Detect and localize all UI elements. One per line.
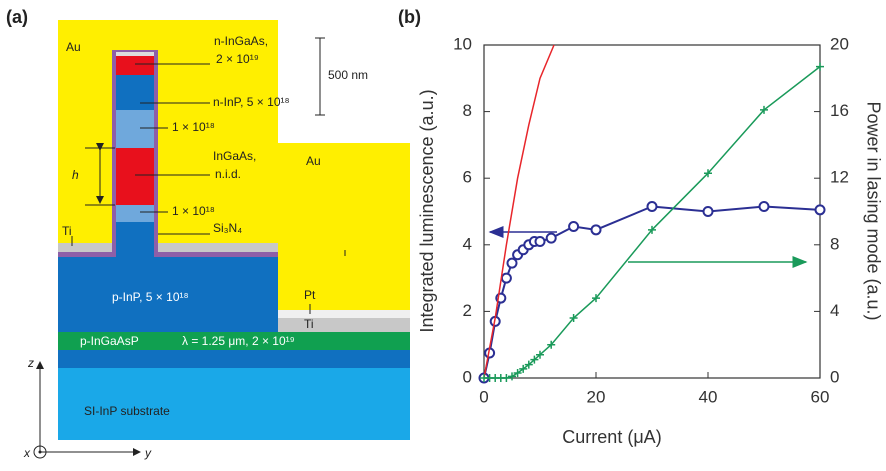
y-tick-label: 8	[463, 101, 472, 120]
label: Ti	[62, 224, 72, 238]
x-tick-label: 20	[587, 387, 606, 406]
marker	[704, 169, 712, 178]
label: y	[144, 446, 152, 460]
label: n-InP, 5 × 10¹⁸	[213, 95, 290, 109]
device-diagram: Au Au n-InGaAs, 2 × 10¹⁹ n-InP, 5 × 10¹⁸…	[23, 20, 410, 460]
marker	[590, 224, 602, 236]
y2-axis-label: Power in lasing mode (a.u.)	[863, 101, 883, 320]
y2-tick-label: 12	[830, 168, 849, 187]
y-tick-label: 0	[463, 367, 472, 386]
doped-layer	[116, 110, 154, 148]
marker	[702, 206, 714, 217]
label: 1 × 10¹⁸	[172, 120, 215, 134]
label: p-InGaAsP	[80, 334, 139, 348]
y2-tick-label: 0	[830, 367, 839, 386]
marker	[760, 105, 768, 114]
label: z	[27, 356, 34, 370]
x-axis-label: Current (μA)	[562, 427, 661, 447]
leader-lines	[36, 37, 346, 456]
label: Pt	[304, 288, 316, 302]
marker	[536, 350, 544, 359]
p-ingaasp	[58, 332, 410, 350]
label: Au	[306, 154, 321, 168]
gold-layer	[58, 20, 278, 245]
x-axis-symbol	[33, 445, 47, 459]
chart: Current (μA) Integrated luminescence (a.…	[417, 34, 884, 446]
marker	[524, 360, 533, 369]
marker	[502, 374, 511, 382]
label: n-InGaAs,	[214, 34, 268, 48]
series-line	[484, 66, 821, 379]
y2-tick-label: 4	[830, 301, 839, 320]
si3n4-layer	[58, 252, 278, 257]
substrate	[58, 368, 410, 440]
label: SI-InP substrate	[84, 404, 170, 418]
y-tick-label: 10	[453, 34, 472, 53]
y-axis-label: Integrated luminescence (a.u.)	[417, 89, 437, 332]
series-line	[483, 44, 555, 379]
n-inp	[116, 75, 154, 110]
y-tick-label: 2	[463, 301, 472, 320]
label: λ = 1.25 μm, 2 × 10¹⁹	[182, 334, 295, 348]
n-ingaas	[116, 56, 154, 75]
n-layer	[58, 350, 410, 368]
marker	[534, 235, 546, 247]
label: Si₃N₄	[213, 221, 242, 235]
y-tick-label: 6	[463, 168, 472, 187]
x-tick-label: 60	[811, 387, 830, 406]
label: n.i.d.	[215, 167, 241, 181]
doped-layer	[116, 205, 154, 222]
panel-label: (b)	[398, 7, 421, 27]
marker	[519, 364, 528, 373]
marker	[508, 372, 516, 381]
cap	[116, 52, 154, 56]
ti-layer	[58, 243, 278, 253]
marker	[568, 220, 580, 232]
y2-tick-label: 20	[830, 34, 849, 53]
marker	[530, 355, 539, 364]
y2-tick-label: 16	[830, 101, 849, 120]
marker	[506, 257, 518, 269]
marker	[758, 201, 770, 213]
marker	[646, 201, 658, 213]
marker	[513, 369, 522, 378]
label: p-InP, 5 × 10¹⁸	[112, 290, 189, 304]
marker	[814, 204, 826, 216]
label: h	[72, 168, 79, 182]
marker	[545, 232, 557, 244]
label: InGaAs,	[213, 149, 256, 163]
ingaas	[116, 148, 154, 205]
label: x	[23, 446, 31, 460]
pt-layer	[278, 310, 410, 318]
p-inp	[58, 257, 278, 332]
p-inp	[116, 222, 154, 257]
marker	[547, 340, 556, 349]
label: Ti	[304, 317, 314, 331]
marker	[648, 225, 656, 234]
label: 1 × 10¹⁸	[172, 204, 215, 218]
label: 500 nm	[328, 68, 368, 82]
y-tick-label: 4	[463, 234, 472, 253]
ti-layer	[278, 318, 410, 332]
x-tick-label: 40	[699, 387, 718, 406]
y2-tick-label: 8	[830, 234, 839, 253]
label: Au	[66, 40, 81, 54]
marker	[569, 314, 578, 323]
marker	[500, 272, 512, 284]
x-axis-symbol	[38, 450, 42, 454]
label: 2 × 10¹⁹	[216, 52, 259, 66]
marker	[592, 294, 600, 303]
marker	[816, 62, 824, 71]
x-tick-label: 0	[479, 387, 488, 406]
gold-layer	[278, 143, 410, 310]
panel-label: (a)	[6, 7, 28, 27]
